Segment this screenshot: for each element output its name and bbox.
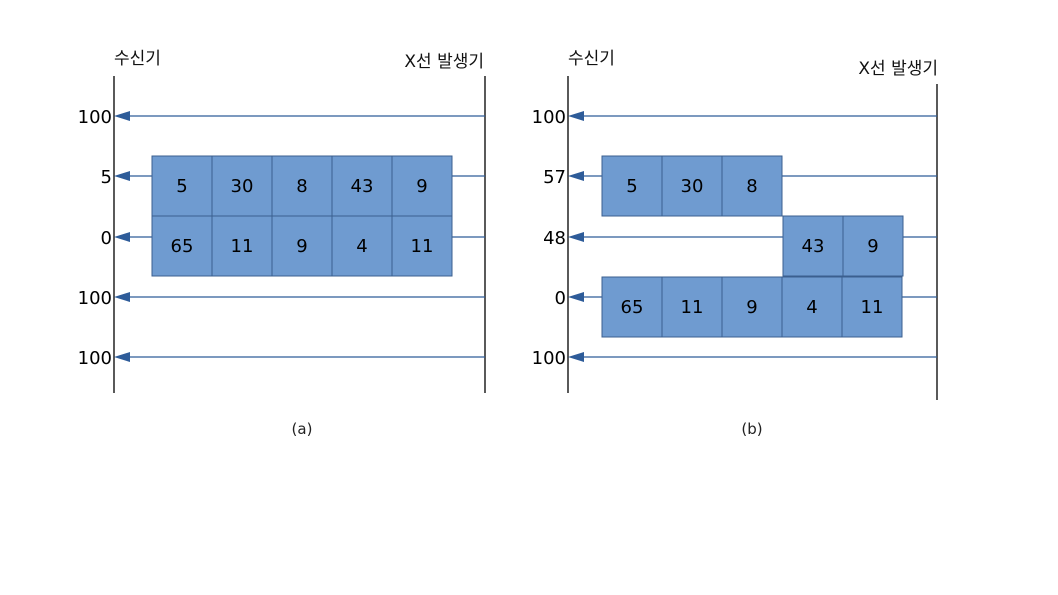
arrowhead-icon: [114, 292, 130, 302]
grid-cell-value: 9: [867, 236, 878, 257]
grid-cell-value: 65: [621, 297, 644, 318]
ray-value-label: 100: [532, 348, 566, 369]
grid-cell: [661, 155, 723, 217]
ray-value-label: 57: [543, 167, 566, 188]
grid-cell-value: 9: [746, 297, 757, 318]
arrowhead-icon: [568, 352, 584, 362]
grid-cell-value: 11: [681, 297, 704, 318]
ray-value-label: 0: [555, 288, 566, 309]
grid-cell: [151, 215, 213, 277]
grid-cell-value: 4: [806, 297, 817, 318]
panel-b: 수신기 X선 발생기 100 57 48 0 100 5 30 8 43 9 65 11 9 4 11 (…: [532, 49, 938, 438]
grid-cell: [721, 276, 783, 338]
grid-cell-value: 43: [802, 236, 825, 257]
arrowhead-icon: [114, 232, 130, 242]
grid-cell: [721, 155, 783, 217]
grid-cell-value: 4: [356, 236, 367, 257]
panel-b-source-label: X선 발생기: [858, 59, 938, 79]
arrowhead-icon: [114, 171, 130, 181]
ray-value-label: 100: [532, 107, 566, 128]
grid-cell-value: 5: [626, 176, 637, 197]
grid-cell: [391, 215, 453, 277]
panel-a-source-label: X선 발생기: [404, 52, 484, 72]
grid-cell-value: 30: [231, 176, 254, 197]
grid-cell-value: 9: [296, 236, 307, 257]
grid-cell: [271, 155, 333, 217]
grid-cell-value: 9: [416, 176, 427, 197]
ray-value-label: 0: [101, 228, 112, 249]
grid-cell-value: 8: [746, 176, 757, 197]
grid-cell: [661, 276, 723, 338]
arrowhead-icon: [568, 292, 584, 302]
grid-cell: [601, 155, 663, 217]
grid-cell: [391, 155, 453, 217]
arrowhead-icon: [114, 111, 130, 121]
panel-a: 수신기 X선 발생기 100 5 0 100 100 5 30 8 43 9 65 11 9 4 11 (…: [78, 49, 486, 438]
panel-a-caption: (a): [292, 420, 313, 438]
panel-b-receiver-label: 수신기: [568, 49, 615, 69]
ray-value-label: 5: [101, 167, 112, 188]
arrowhead-icon: [568, 232, 584, 242]
grid-cell-value: 11: [411, 236, 434, 257]
grid-cell: [841, 276, 903, 338]
ray-value-label: 100: [78, 288, 112, 309]
ray-value-label: 100: [78, 348, 112, 369]
arrowhead-icon: [114, 352, 130, 362]
ray-value-label: 100: [78, 107, 112, 128]
grid-cell-value: 65: [171, 236, 194, 257]
grid-cell-value: 11: [231, 236, 254, 257]
grid-cell-value: 8: [296, 176, 307, 197]
grid-cell: [842, 215, 904, 277]
panel-b-caption: (b): [741, 420, 762, 438]
grid-cell: [601, 276, 663, 338]
panel-a-receiver-label: 수신기: [114, 49, 161, 69]
grid-cell-value: 11: [861, 297, 884, 318]
grid-cell: [782, 215, 844, 277]
grid-cell: [331, 215, 393, 277]
grid-cell-value: 43: [351, 176, 374, 197]
grid-cell-value: 30: [681, 176, 704, 197]
grid-cell: [211, 155, 273, 217]
arrowhead-icon: [568, 171, 584, 181]
grid-cell: [331, 155, 393, 217]
ray-value-label: 48: [543, 228, 566, 249]
arrowhead-icon: [568, 111, 584, 121]
grid-cell-value: 5: [176, 176, 187, 197]
